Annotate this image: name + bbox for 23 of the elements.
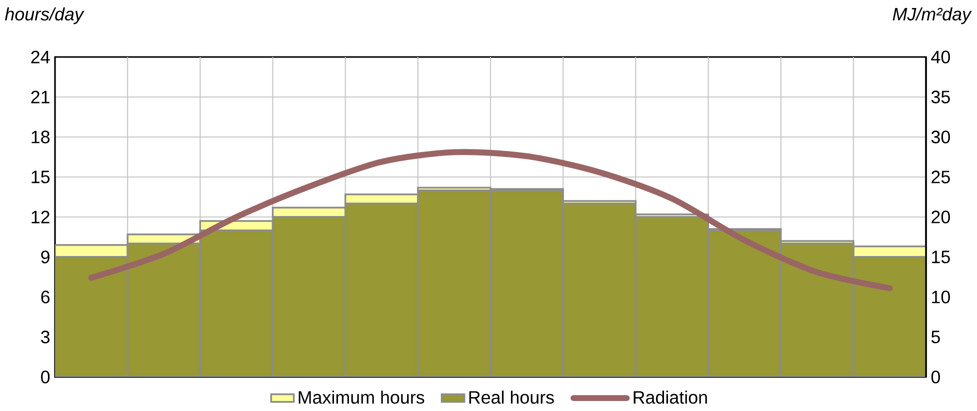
y-tick-label: 9 bbox=[41, 250, 50, 264]
y-tick-label: 3 bbox=[41, 330, 50, 344]
y2-axis-title: MJ/m²day bbox=[892, 7, 972, 24]
y2-tick-label: 20 bbox=[932, 210, 950, 224]
y2-tick-label: 35 bbox=[931, 90, 950, 104]
y2-tick-label: 5 bbox=[931, 330, 940, 344]
y-tick-label: 6 bbox=[41, 290, 50, 304]
y2-tick-label: 30 bbox=[931, 130, 950, 144]
y2-tick-label: 40 bbox=[931, 50, 950, 64]
y2-tick-label: 10 bbox=[932, 290, 950, 304]
y2-tick-label: 15 bbox=[932, 250, 950, 264]
legend-label: Radiation bbox=[634, 390, 707, 404]
y2-tick-label: 25 bbox=[932, 170, 950, 184]
y-tick-label: 12 bbox=[32, 210, 50, 224]
y-tick-label: 0 bbox=[41, 370, 50, 384]
legend-label: Real hours bbox=[469, 390, 554, 404]
y-tick-label: 21 bbox=[31, 90, 50, 104]
y-tick-label: 15 bbox=[32, 170, 50, 184]
legend-label: Maximum hours bbox=[298, 390, 424, 404]
y2-tick-label: 0 bbox=[931, 370, 940, 384]
y-tick-label: 18 bbox=[32, 130, 50, 144]
y-axis-title: hours/day bbox=[4, 7, 84, 24]
y-tick-label: 24 bbox=[31, 50, 50, 64]
